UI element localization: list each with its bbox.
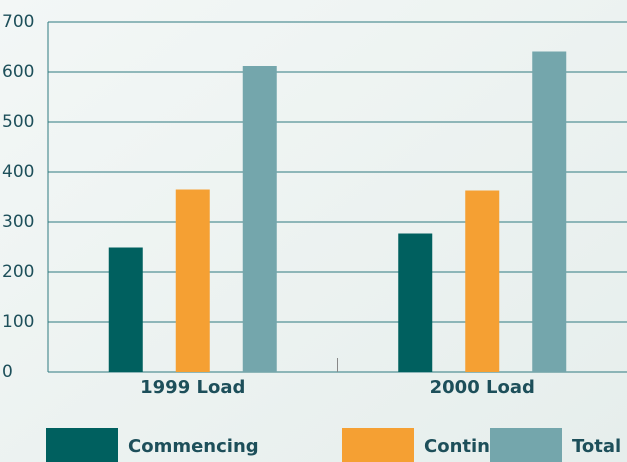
y-tick-label: 500 (2, 112, 34, 132)
legend-label: Total (572, 436, 621, 457)
x-tick-label: 1999 Load (140, 377, 245, 398)
legend-label: Commencing (128, 436, 259, 457)
y-tick-label: 600 (2, 62, 34, 82)
legend-swatch (46, 428, 118, 462)
x-tick-label: 2000 Load (430, 377, 535, 398)
y-tick-label: 200 (2, 262, 34, 282)
bar (398, 233, 433, 372)
y-tick-label: 400 (2, 162, 34, 182)
bar (175, 189, 210, 372)
bar (532, 51, 567, 372)
y-tick-label: 700 (2, 12, 34, 32)
y-tick-label: 100 (2, 312, 34, 332)
y-tick-label: 0 (2, 362, 13, 382)
legend-swatch (490, 428, 562, 462)
bar (242, 66, 277, 372)
bar (108, 247, 143, 372)
legend-swatch (342, 428, 414, 462)
bar (465, 190, 500, 372)
y-tick-label: 300 (2, 212, 34, 232)
